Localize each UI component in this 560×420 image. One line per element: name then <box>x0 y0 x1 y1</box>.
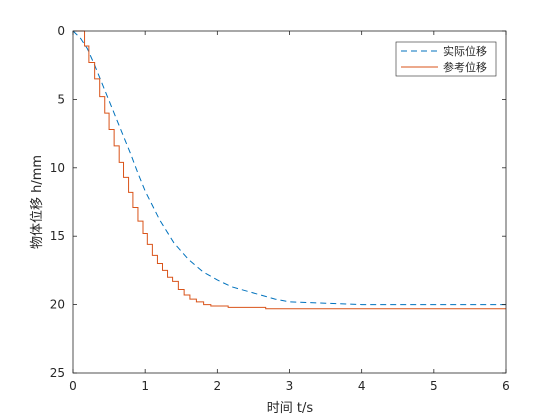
x-axis-label: 时间 t/s <box>267 401 314 416</box>
x-tick-label: 2 <box>214 379 222 393</box>
y-tick-label: 10 <box>50 161 65 175</box>
legend-label-2: 参考位移 <box>443 60 487 74</box>
x-tick-label: 1 <box>141 379 149 393</box>
x-tick-label: 4 <box>358 379 366 393</box>
x-tick-label: 6 <box>502 379 510 393</box>
y-tick-label: 25 <box>50 366 65 380</box>
x-tick-label: 0 <box>69 379 77 393</box>
y-tick-label: 15 <box>50 229 65 243</box>
y-tick-label: 0 <box>57 24 65 38</box>
plot-background <box>73 31 506 373</box>
plot-area <box>73 31 506 373</box>
legend-label-1: 实际位移 <box>443 44 487 58</box>
y-tick-label: 5 <box>57 92 65 106</box>
x-tick-label: 5 <box>430 379 438 393</box>
x-tick-label: 3 <box>286 379 294 393</box>
y-tick-label: 20 <box>50 298 65 312</box>
y-axis-label: 物体位移 h/mm <box>30 155 45 249</box>
